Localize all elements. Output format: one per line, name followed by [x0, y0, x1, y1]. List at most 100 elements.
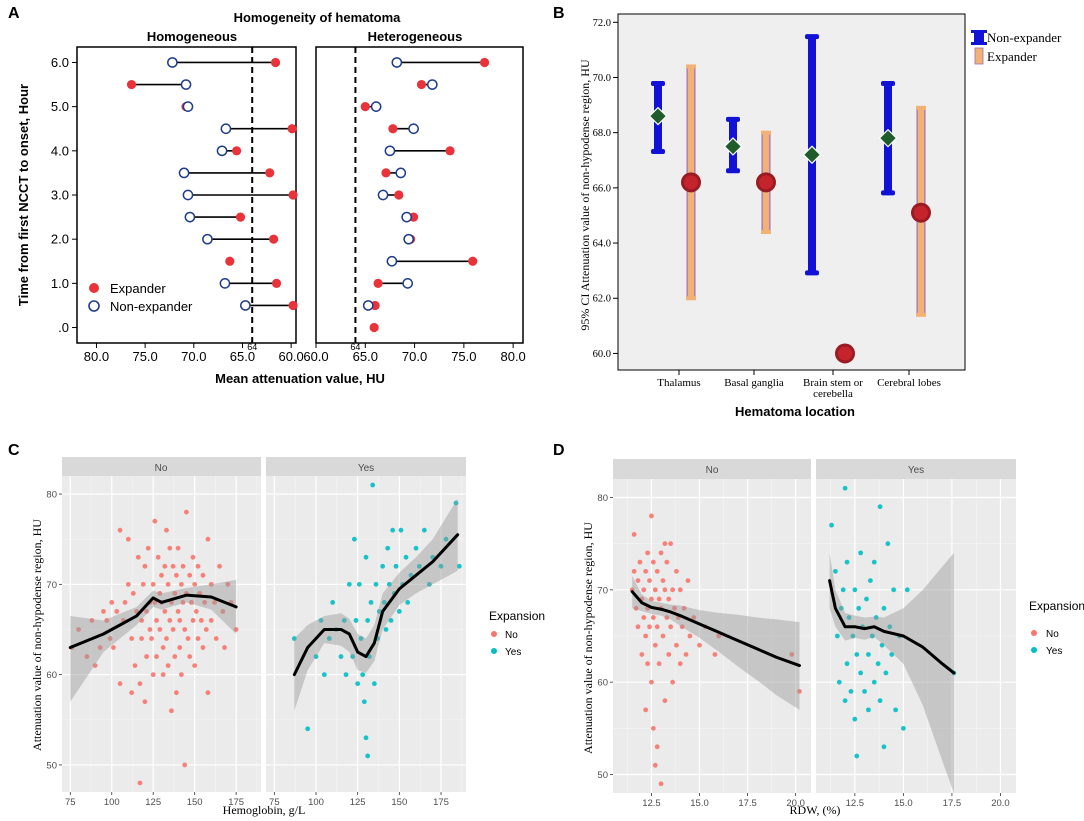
chart-c-y-tick-2: 70 [46, 580, 57, 591]
chart-c-legend-no: No [505, 630, 518, 641]
chart-d-yes-point-8 [844, 559, 850, 565]
chart-b-y-ticks: 60.0 62.0 64.0 66.0 68.0 70.0 72.0 [593, 18, 618, 360]
chart-d-yes-point-11 [848, 689, 854, 694]
chart-a-heterogeneous-nonexpander-point-9 [408, 123, 419, 135]
chart-a-xr-tick-0: 60.0 [303, 349, 328, 364]
chart-d-legend-no: No [1046, 629, 1059, 640]
chart-d-yes-smooth-line [828, 579, 956, 675]
chart-d-no-point-62 [797, 689, 802, 694]
chart-d-facet-no [613, 479, 811, 793]
chart-d-yes-point-0 [829, 522, 834, 528]
chart-d-no-point-25 [652, 762, 658, 768]
chart-c-no-point-55 [167, 545, 173, 551]
chart-d-no-point-52 [681, 605, 687, 611]
chart-c-yes-point-49 [426, 581, 432, 587]
chart-a-ref-label-left: 64 [247, 342, 257, 352]
chart-b-xlabel: Hematoma location [735, 404, 855, 419]
chart-a-homogeneous-expander-point-2 [225, 256, 235, 266]
chart-a-homogeneous-expander-point-4 [235, 212, 246, 222]
chart-b-x-tick-2-line-0: Brain stem or [803, 377, 863, 389]
chart-c-no-point-28 [142, 563, 148, 569]
chart-b-nonexpander-cap-low-1 [726, 168, 740, 174]
chart-a-heterogeneous-nonexpander-point-11 [426, 79, 438, 90]
chart-d-no-point-65 [654, 744, 660, 750]
chart-d-no-point-55 [687, 633, 693, 639]
chart-a-homogeneous-nonexpander-point-11 [167, 57, 178, 68]
chart-c-yes-point-26 [370, 482, 376, 488]
chart-c-no-point-96 [208, 581, 214, 587]
chart-a-heterogeneous-expander-point-11 [416, 79, 427, 90]
chart-d-no-point-14 [645, 661, 651, 667]
chart-c-yes-point-54 [456, 563, 462, 569]
chart-c-yes-point-51 [438, 563, 444, 569]
chart-a-homogeneous-expander-point-7 [232, 146, 242, 156]
chart-c-yes-point-6 [330, 600, 336, 605]
chart-c-strip-no [62, 457, 261, 476]
chart-c-yes-point-28 [373, 581, 379, 587]
chart-d-strip-no-label: No [706, 465, 719, 476]
chart-d-legend-no-marker [1031, 630, 1037, 636]
chart-d-no-point-49 [677, 587, 683, 593]
chart-a-homogeneous-expander-point-0 [288, 300, 298, 311]
chart-c-no-point-26 [139, 636, 145, 641]
chart-d-yes-point-17 [856, 605, 862, 611]
chart-c-no-point-84 [192, 663, 198, 668]
chart-a-heterogeneous-expander-point-0 [369, 322, 379, 333]
chart-c-no-point-53 [165, 581, 171, 587]
chart-c-no-point-65 [175, 545, 181, 551]
chart-d-no-point-33 [660, 578, 666, 583]
chart-c-strip-no-label: No [155, 463, 168, 474]
chart-b-expander-cap-high-3 [916, 105, 926, 110]
chart-c-yes-point-52 [443, 536, 449, 542]
chart-c-no-point-42 [155, 554, 161, 560]
chart-c-no-point-82 [190, 618, 196, 623]
chart-d-facet-yes [816, 479, 1016, 793]
chart-d-yes-smooth-band [829, 552, 954, 793]
chart-d-no-point-17 [649, 596, 654, 602]
chart-c-strip-yes-label: Yes [358, 463, 374, 474]
chart-a-xl-tick-0: 80.0 [84, 349, 109, 364]
chart-b-x-tick-0-line-0: Thalamus [657, 377, 700, 389]
chart-a-homogeneous-nonexpander-point-7 [216, 145, 228, 157]
chart-c-yes-point-12 [350, 654, 356, 659]
chart-a-xl-tick-2: 70.0 [181, 349, 206, 364]
chart-c-yes-x-tick-1: 100 [308, 797, 324, 808]
chart-c-yes-point-35 [386, 581, 392, 587]
chart-c-facet-yes [266, 476, 466, 792]
chart-c-no-point-10 [111, 645, 116, 650]
chart-a-heterogeneous-expander-point-10 [360, 102, 370, 112]
chart-c-no-point-6 [101, 609, 106, 614]
chart-d-no-point-39 [666, 652, 672, 657]
chart-d-yes-point-39 [889, 652, 895, 657]
chart-c-no-point-73 [182, 762, 188, 768]
chart-c-no-point-92 [202, 600, 208, 605]
chart-a-homogeneous-expander-point-10 [126, 79, 137, 90]
chart-d-yes-point-19 [858, 550, 864, 556]
chart-d-no-point-64 [643, 707, 649, 713]
chart-c-no-point-78 [187, 572, 193, 578]
chart-a-y-tick-6: 6.0 [51, 55, 69, 70]
chart-c-no-point-75 [183, 509, 189, 515]
chart-c-yes-x-tick-2: 125 [350, 797, 366, 808]
chart-c-no-x-tick-2: 125 [145, 797, 161, 808]
chart-a-heterogeneous-expander-point-2 [373, 278, 383, 288]
chart-d-yes-point-26 [869, 633, 875, 639]
chart-c-ylabel: Attenuation value of non-hypodense regio… [30, 519, 44, 751]
chart-d-strip-yes [816, 459, 1016, 479]
chart-c-no-point-31 [144, 654, 149, 659]
chart-d-no-x-tick-1: 15.0 [690, 798, 709, 809]
chart-c-no-point-72 [180, 600, 186, 605]
chart-c-no-point-97 [208, 618, 214, 623]
chart-c-no-point-8 [107, 636, 113, 641]
chart-d-no-point-16 [647, 624, 652, 630]
chart-a-legend-expander-marker [89, 283, 99, 293]
chart-d-strip-yes-label: Yes [908, 465, 924, 476]
chart-d-yes-point-30 [875, 661, 881, 667]
chart-b-expander-mean-1 [759, 175, 773, 190]
chart-d-yes-point-12 [850, 633, 856, 639]
chart-c-no-point-51 [164, 527, 169, 533]
chart-d-yes-point-14 [852, 716, 858, 722]
chart-d-no-point-4 [635, 624, 641, 630]
chart-c-no-point-71 [180, 563, 186, 569]
chart-d-yes-point-23 [866, 652, 871, 657]
